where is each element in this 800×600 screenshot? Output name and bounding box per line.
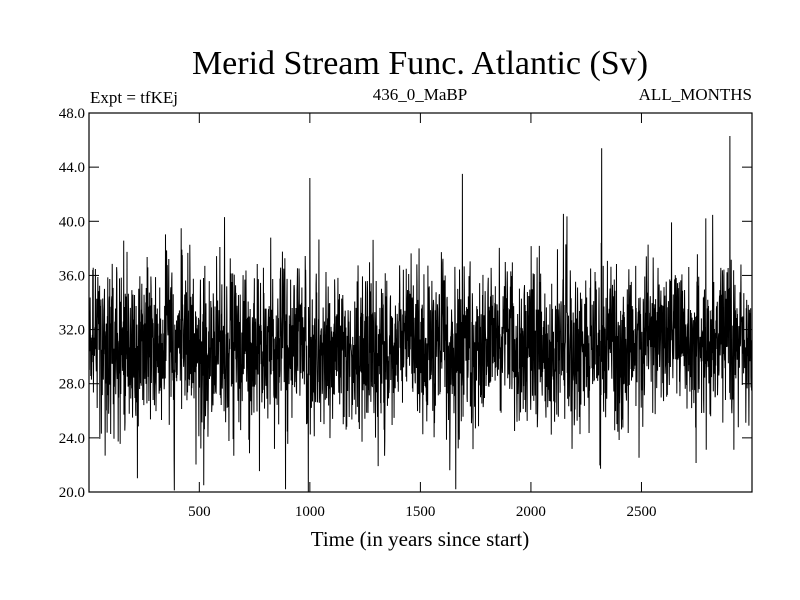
x-tick-label: 500 [188,504,211,520]
y-tick-label: 28.0 [59,377,85,393]
x-tick-label: 2500 [626,504,656,520]
y-axis: 20.0 24.0 28.0 32.0 36.0 40.0 44.0 48.0 [59,106,752,501]
subtitle-age: 436_0_MaBP [373,85,467,104]
chart-title: Merid Stream Func. Atlantic (Sv) [192,45,648,82]
y-tick-label: 20.0 [59,485,85,501]
y-tick-label: 24.0 [59,431,85,447]
y-tick-label: 40.0 [59,214,85,230]
subtitle-experiment: Expt = tfKEj [90,88,178,107]
y-tick-label: 44.0 [59,160,85,176]
y-tick-label: 48.0 [59,106,85,122]
plot-area: 20.0 24.0 28.0 32.0 36.0 40.0 44.0 48.0 500 1000… [59,106,753,520]
x-axis-label: Time (in years since start) [311,527,530,551]
x-axis: 500 1000 1500 2000 2500 [188,113,656,520]
subtitle-months: ALL_MONTHS [639,85,752,104]
y-tick-label: 32.0 [59,323,85,339]
series-layer [88,136,753,493]
y-tick-label: 36.0 [59,268,85,284]
x-tick-label: 1000 [295,504,325,520]
x-tick-label: 2000 [516,504,546,520]
series-line [88,136,753,493]
x-tick-label: 1500 [405,504,435,520]
